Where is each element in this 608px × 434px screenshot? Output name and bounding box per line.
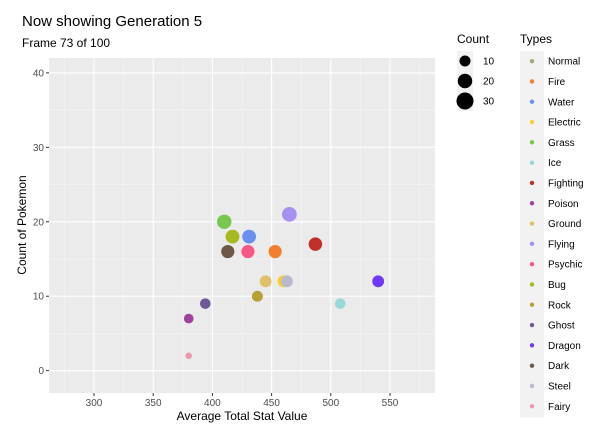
legend-key-psychic	[529, 261, 535, 267]
point-water	[242, 229, 257, 244]
point-dark	[221, 244, 235, 259]
point-steel	[281, 275, 293, 288]
point-grass	[217, 214, 232, 229]
legend-key-grass	[529, 140, 535, 145]
legend-label-ice: Ice	[548, 158, 562, 169]
legend-key-flying	[529, 241, 535, 247]
legend-key-rock	[529, 302, 535, 307]
x-tick-label: 550	[382, 398, 399, 409]
legend-key-electric	[529, 119, 535, 125]
legend-label-ghost: Ghost	[548, 321, 575, 332]
y-tick-label: 20	[33, 217, 45, 228]
point-poison	[183, 313, 194, 324]
legend-key-fire	[529, 79, 535, 84]
x-axis-title: Average Total Stat Value	[177, 409, 308, 423]
legend-key-normal	[529, 58, 535, 64]
legend-label-psychic: Psychic	[548, 260, 582, 271]
minor-gridlines	[49, 58, 435, 393]
legend-label-steel: Steel	[548, 381, 571, 392]
legend-key-poison	[529, 201, 535, 206]
size-legend-key	[457, 73, 473, 89]
color-legend: Normal Fire Water Electric Grass Ice Fighting P…	[520, 51, 584, 418]
chart-title: Now showing Generation 5	[22, 13, 202, 30]
point-fairy	[185, 352, 192, 360]
y-axis-title: Count of Pokemon	[15, 175, 29, 274]
legend-label-fire: Fire	[548, 77, 566, 88]
data-points	[183, 206, 385, 360]
legend-label-normal: Normal	[548, 57, 580, 68]
color-legend-keys-background	[520, 51, 544, 418]
legend-label-dragon: Dragon	[548, 341, 581, 352]
point-flying	[282, 206, 297, 222]
size-legend-key	[456, 92, 474, 110]
y-tick-label: 0	[38, 366, 44, 377]
color-legend-title: Types	[520, 32, 552, 46]
x-tick-label: 350	[145, 398, 162, 409]
legend-label-water: Water	[548, 97, 575, 108]
size-legend-key	[459, 55, 471, 67]
size-legend: 10 20 30	[456, 51, 495, 111]
chart-subtitle: Frame 73 of 100	[22, 36, 110, 50]
y-tick-label: 30	[33, 143, 45, 154]
legend-key-ice	[529, 160, 535, 165]
legend-label-fairy: Fairy	[548, 402, 570, 413]
legend-label-fighting: Fighting	[548, 178, 584, 189]
size-legend-title: Count	[457, 32, 490, 46]
legend-key-dark	[529, 363, 535, 368]
point-bug	[225, 229, 240, 244]
axis-ticks: 300 350 400 450 500 550 0 10 20 30 40	[33, 68, 399, 409]
legend-key-ghost	[529, 322, 535, 328]
x-tick-label: 400	[204, 398, 221, 409]
x-tick-label: 500	[322, 398, 339, 409]
size-legend-label: 10	[483, 57, 495, 68]
point-ice	[334, 298, 346, 309]
point-fire	[268, 244, 282, 259]
size-legend-label: 30	[483, 97, 495, 108]
point-psychic	[241, 244, 255, 259]
point-fighting	[308, 237, 323, 251]
legend-key-ground	[529, 221, 535, 226]
legend-label-electric: Electric	[548, 118, 581, 129]
size-legend-label: 20	[483, 77, 495, 88]
legend-label-rock: Rock	[548, 300, 572, 311]
point-ground	[259, 275, 272, 288]
y-tick-label: 10	[33, 292, 45, 303]
legend-key-fighting	[529, 180, 535, 186]
legend-label-bug: Bug	[548, 280, 566, 291]
legend-key-water	[529, 99, 535, 104]
legend-label-flying: Flying	[548, 239, 575, 250]
legend-label-grass: Grass	[548, 138, 575, 149]
legend-label-ground: Ground	[548, 219, 581, 230]
y-tick-label: 40	[33, 68, 45, 79]
point-ghost	[199, 298, 211, 309]
legend-label-dark: Dark	[548, 361, 570, 372]
x-tick-label: 300	[86, 398, 103, 409]
point-dragon	[372, 275, 385, 288]
point-rock	[251, 290, 263, 302]
x-tick-label: 450	[263, 398, 280, 409]
legend-key-fairy	[529, 404, 535, 409]
legend-label-poison: Poison	[548, 199, 579, 210]
legend-key-dragon	[529, 343, 535, 348]
legend-key-steel	[529, 383, 535, 389]
legend-key-bug	[529, 282, 535, 287]
major-gridlines	[49, 58, 435, 393]
